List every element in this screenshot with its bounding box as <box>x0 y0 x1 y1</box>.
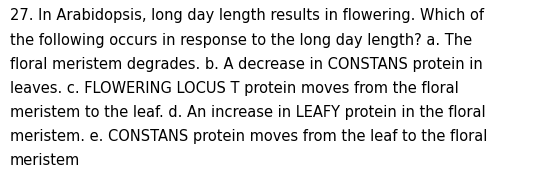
Text: meristem: meristem <box>10 153 80 168</box>
Text: leaves. c. FLOWERING LOCUS T protein moves from the floral: leaves. c. FLOWERING LOCUS T protein mov… <box>10 81 459 96</box>
Text: meristem to the leaf. d. An increase in LEAFY protein in the floral: meristem to the leaf. d. An increase in … <box>10 105 485 120</box>
Text: 27. In Arabidopsis, long day length results in flowering. Which of: 27. In Arabidopsis, long day length resu… <box>10 8 484 24</box>
Text: the following occurs in response to the long day length? a. The: the following occurs in response to the … <box>10 33 472 48</box>
Text: meristem. e. CONSTANS protein moves from the leaf to the floral: meristem. e. CONSTANS protein moves from… <box>10 129 488 144</box>
Text: floral meristem degrades. b. A decrease in CONSTANS protein in: floral meristem degrades. b. A decrease … <box>10 57 483 72</box>
